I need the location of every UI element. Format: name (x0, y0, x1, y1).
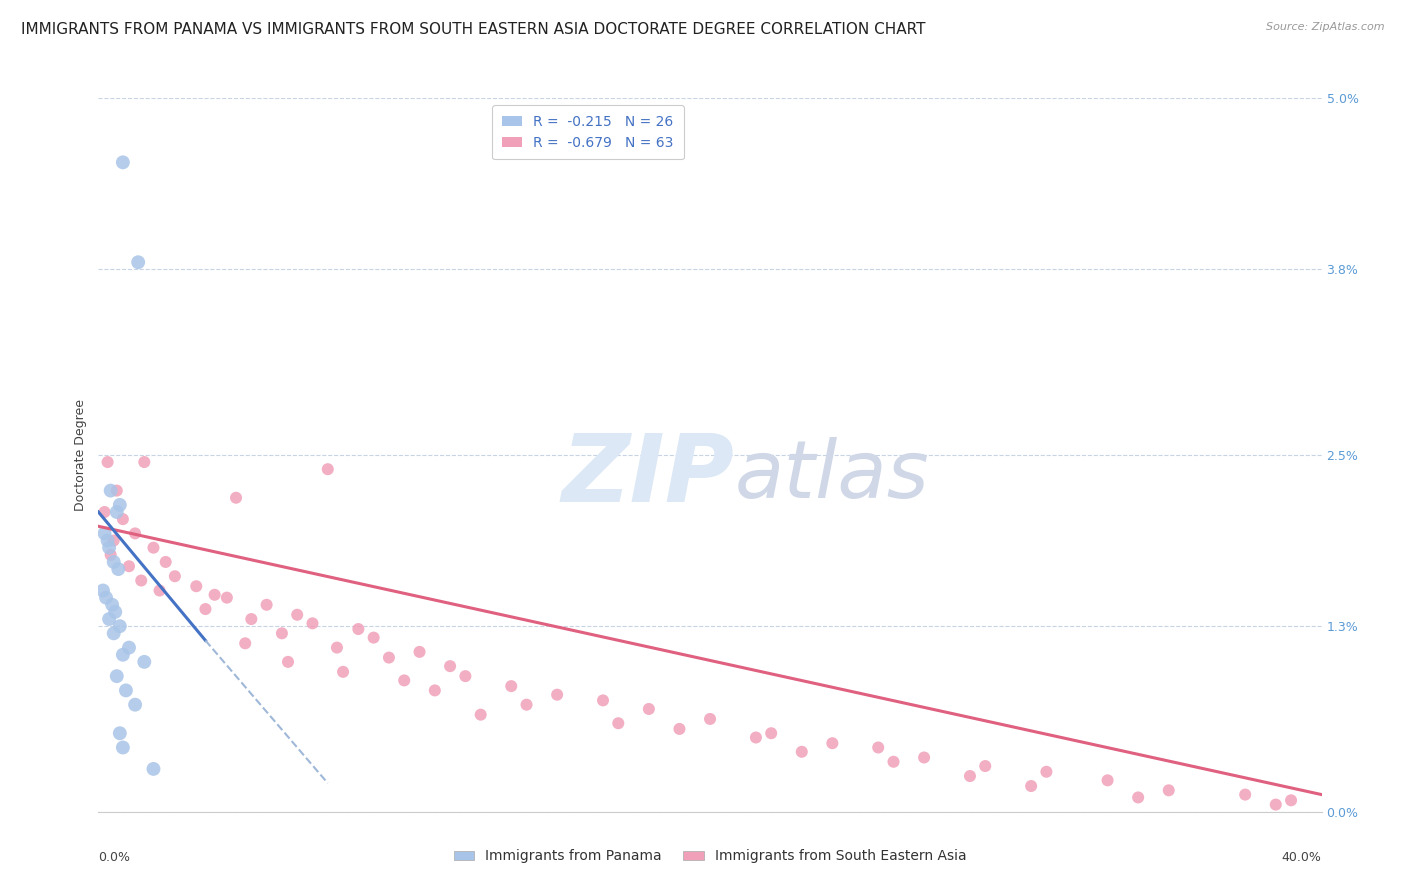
Point (225, 491, 247, 505)
Point (97, 533, 120, 548)
Point (142, 541, 165, 555)
Point (1279, 793, 1302, 807)
Point (423, 683, 446, 698)
Point (363, 631, 385, 645)
Point (326, 640, 349, 655)
Point (101, 598, 124, 612)
Point (699, 712, 721, 726)
Text: Source: ZipAtlas.com: Source: ZipAtlas.com (1267, 22, 1385, 32)
Point (454, 669, 477, 683)
Point (129, 574, 152, 588)
Point (408, 645, 430, 659)
Point (668, 722, 690, 736)
Point (378, 650, 401, 665)
Point (912, 750, 935, 764)
Point (194, 602, 217, 616)
Point (470, 707, 492, 722)
Point (332, 665, 354, 679)
Point (134, 455, 156, 469)
Point (149, 583, 172, 598)
Point (104, 605, 127, 619)
Point (270, 626, 294, 640)
Point (868, 740, 890, 755)
Point (392, 673, 416, 688)
Point (790, 745, 813, 759)
Text: IMMIGRANTS FROM PANAMA VS IMMIGRANTS FROM SOUTH EASTERN ASIA DOCTORATE DEGREE CO: IMMIGRANTS FROM PANAMA VS IMMIGRANTS FRO… (21, 22, 925, 37)
Point (105, 669, 128, 683)
Point (347, 622, 370, 636)
Point (98, 612, 121, 626)
Point (301, 616, 323, 631)
Point (592, 693, 614, 707)
Point (91, 583, 114, 598)
Y-axis label: Doctorate Degree: Doctorate Degree (73, 399, 87, 511)
Point (111, 155, 134, 169)
Point (761, 726, 783, 740)
Point (1097, 773, 1119, 788)
Point (501, 679, 523, 693)
Point (240, 612, 263, 626)
Point (516, 698, 538, 712)
Point (186, 579, 208, 593)
Point (546, 688, 568, 702)
Point (155, 555, 177, 569)
Point (108, 726, 131, 740)
Point (638, 702, 661, 716)
Point (277, 655, 299, 669)
Point (111, 648, 134, 662)
Point (607, 716, 630, 731)
Point (118, 640, 141, 655)
Point (204, 588, 226, 602)
Text: ZIP: ZIP (561, 430, 734, 523)
Legend: Immigrants from Panama, Immigrants from South Eastern Asia: Immigrants from Panama, Immigrants from … (449, 844, 972, 869)
Point (124, 526, 146, 541)
Point (118, 559, 141, 574)
Point (1019, 779, 1042, 793)
Point (103, 555, 125, 569)
Point (974, 759, 997, 773)
Point (107, 562, 129, 576)
Point (285, 607, 308, 622)
Point (108, 619, 131, 633)
Point (142, 762, 165, 776)
Point (111, 512, 134, 526)
Point (1264, 797, 1286, 812)
Text: atlas: atlas (734, 437, 929, 516)
Point (105, 483, 128, 498)
Point (115, 683, 138, 698)
Point (1128, 790, 1150, 805)
Point (745, 731, 768, 745)
Point (256, 598, 278, 612)
Point (163, 569, 186, 583)
Point (233, 636, 256, 650)
Point (94, 591, 117, 605)
Point (959, 769, 981, 783)
Point (127, 255, 149, 269)
Point (821, 736, 844, 750)
Point (1035, 764, 1057, 779)
Text: 0.0%: 0.0% (98, 851, 131, 864)
Point (103, 626, 125, 640)
Point (108, 498, 131, 512)
Point (134, 655, 156, 669)
Point (105, 505, 128, 519)
Point (1234, 788, 1257, 802)
Point (100, 548, 122, 562)
Point (1157, 783, 1180, 797)
Text: 40.0%: 40.0% (1282, 851, 1322, 864)
Point (316, 462, 339, 476)
Point (103, 533, 125, 548)
Point (98, 541, 121, 555)
Point (215, 591, 238, 605)
Point (97, 455, 120, 469)
Point (93, 505, 115, 519)
Point (100, 483, 122, 498)
Point (124, 698, 146, 712)
Point (883, 755, 905, 769)
Point (111, 740, 134, 755)
Point (439, 659, 461, 673)
Point (93, 526, 115, 541)
